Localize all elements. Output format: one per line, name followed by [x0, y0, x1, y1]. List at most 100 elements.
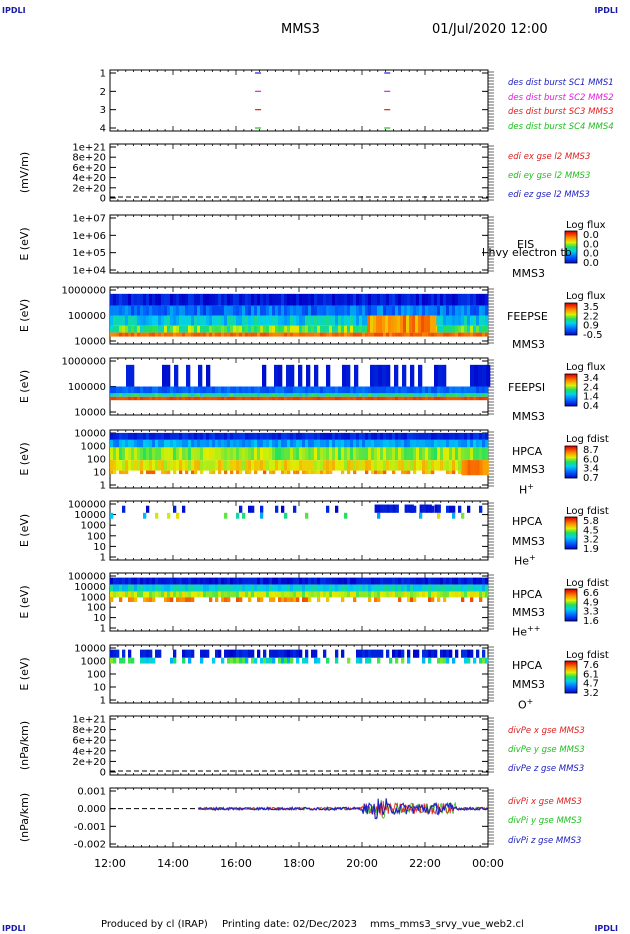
hpca-he2-cell [404, 577, 408, 585]
feepse-cell [452, 332, 456, 337]
hpca-he1-cell [374, 504, 378, 513]
hpca-he2-cell [458, 584, 462, 592]
hpca-he1-inst-label: HPCA [512, 515, 543, 528]
feepsi-cell [419, 393, 423, 397]
feepse-cell [137, 305, 141, 316]
hpca-he2-cell [260, 591, 264, 598]
hpca-h-cell [269, 447, 273, 461]
hpca-o-cell [173, 657, 177, 664]
hpca-h-cell [203, 439, 207, 448]
hpca-h-cell [449, 470, 453, 475]
feepsi-cell [251, 396, 255, 401]
hpca-h-cell [254, 439, 258, 448]
feepse-colorbar-cell [565, 306, 577, 308]
feepsi-cell [206, 396, 210, 401]
hpca-he2-cell [437, 591, 441, 598]
feepsi-cell [380, 396, 384, 401]
hpca-h-colorbar-cell [565, 463, 577, 465]
feepsi-cell [263, 386, 267, 394]
hpca-he2-cell [215, 597, 219, 602]
hpca-o-cell [203, 649, 207, 658]
hpca-h-cell [326, 470, 330, 475]
feepsi-cell [350, 386, 354, 394]
hpca-he2-cell [422, 584, 426, 592]
eis-colorbar-cell [565, 242, 577, 244]
hpca-he2-cell [218, 577, 222, 585]
feepsi-cell [442, 364, 447, 387]
hpca-he2-cell [260, 584, 264, 592]
hpca-he2-sc-label: MMS3 [512, 606, 545, 619]
hpca-h-cell [122, 432, 126, 440]
hpca-h-colorbar-cell [565, 450, 577, 452]
hpca-h-cell [350, 432, 354, 440]
hpca-he1-cell [335, 505, 339, 513]
burst-legend-3: des dist burst SC3 MMS3 [508, 107, 614, 117]
hpca-he1-cell [146, 505, 150, 513]
hpca-he2-cell [368, 597, 372, 602]
feepse-cell [368, 332, 372, 337]
hpca-h-cell [476, 460, 480, 476]
feepsi-cell [455, 396, 459, 401]
feepsi-colorbar-cell [565, 395, 577, 397]
hpca-he2-cell [389, 584, 393, 592]
feepse-cell [395, 332, 399, 337]
hpca-o-colorbar-cell [565, 664, 577, 666]
hpca-he2-cell [293, 577, 297, 585]
hpca-he2-cell [140, 584, 144, 592]
hpca-he2-cell [233, 584, 237, 592]
hpca-h-cell [161, 470, 165, 475]
hpca-h-cell [227, 447, 231, 461]
hpca-h-cell [284, 460, 288, 471]
hpca-he2-cell [317, 584, 321, 592]
feepse-cell [320, 315, 324, 326]
feepse-cell [242, 332, 246, 337]
hpca-he2-cell [476, 584, 480, 592]
feepse-cell [263, 293, 267, 306]
hpca-h-cell [233, 447, 237, 461]
hpca-he2-cell [323, 591, 327, 598]
hpca-he2-cell [254, 577, 258, 585]
hpca-h-cell [179, 439, 183, 448]
hpca-he2-cell [470, 577, 474, 585]
feepse-cell [332, 293, 336, 306]
feepsi-cell [395, 386, 399, 394]
feepse-cell [155, 332, 159, 337]
feepse-cell [305, 325, 309, 333]
hpca-h-cell [380, 447, 384, 461]
hpca-h-cell [386, 432, 390, 440]
divpi-ytick-label: 0.000 [77, 804, 106, 815]
hpca-o-cell [188, 657, 192, 664]
feepse-cell [395, 305, 399, 316]
hpca-he1-colorbar-cell [565, 530, 577, 532]
hpca-he2-cell [338, 584, 342, 592]
hpca-he2-colorbar-cell [565, 603, 577, 605]
hpca-h-cell [455, 460, 459, 471]
feepsi-cell [179, 393, 183, 397]
feepsi-cell [173, 396, 177, 401]
hpca-h-cell [425, 447, 429, 461]
feepsi-cell [146, 393, 150, 397]
hpca-o-cell [218, 649, 222, 658]
hpca-he2-cell [353, 591, 357, 598]
hpca-he2-cell [269, 584, 273, 592]
hpca-h-cell [416, 460, 420, 471]
feepse-cell [287, 332, 291, 337]
feepsi-cell [479, 386, 483, 394]
hpca-h-cell [485, 432, 489, 440]
hpca-he2-cell [374, 597, 378, 602]
hpca-he2-cell [236, 577, 240, 585]
feepse-cell [443, 315, 447, 326]
hpca-o-cell [440, 649, 444, 658]
hpca-h-cell [404, 447, 408, 461]
hpca-he2-cell [380, 591, 384, 598]
hpca-h-cell [167, 460, 171, 471]
feepsi-cell [383, 396, 387, 401]
hpca-o-cell [335, 657, 339, 664]
hpca-he2-cell [425, 584, 429, 592]
hpca-h-cell [254, 470, 258, 475]
feepsi-cell [353, 393, 357, 397]
hpca-h-cell [260, 460, 264, 471]
hpca-h-colorbar-label: 3.4 [583, 464, 599, 475]
hpca-h-cell [257, 432, 261, 440]
divpe-ylabel: (nPa/km) [18, 721, 31, 770]
